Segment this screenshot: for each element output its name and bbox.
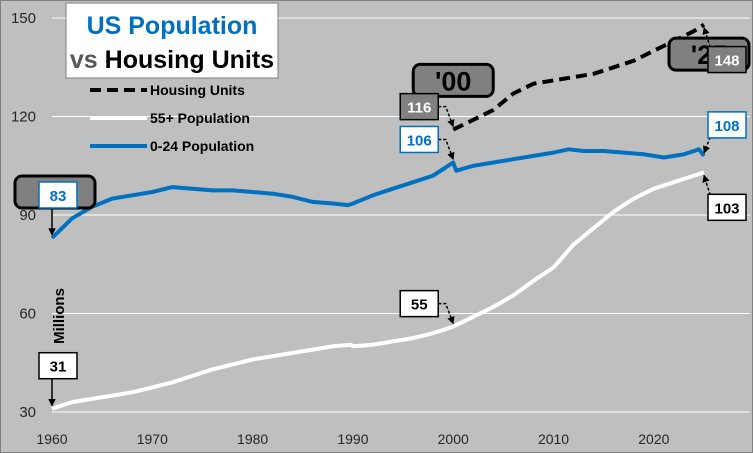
x-tick-label: 1980 (237, 431, 268, 447)
series-line-pop55 (51, 170, 705, 411)
x-tick-label: 2020 (638, 431, 669, 447)
y-tick-label: 150 (11, 10, 36, 27)
legend-label-pop024: 0-24 Population (150, 138, 254, 154)
callout-label: 103 (714, 200, 739, 217)
x-tick-label: 1960 (36, 431, 67, 447)
x-tick-label: 1990 (337, 431, 368, 447)
callout-arrow (438, 105, 455, 128)
y-tick-label: 90 (19, 207, 36, 224)
callout-label: 108 (714, 118, 739, 135)
subtitle-housing: Housing Units (105, 46, 274, 74)
y-tick-label: 30 (19, 404, 36, 421)
legend-label-housing: Housing Units (150, 82, 245, 98)
title-box (65, 2, 279, 79)
callout-box (707, 193, 747, 222)
callout-label: 148 (714, 53, 739, 70)
chart-subtitle: vs Housing Units (70, 46, 274, 74)
callout-box (399, 125, 439, 154)
subtitle-vs: vs (70, 46, 105, 74)
callout-label: 116 (407, 100, 431, 117)
callout-label: 31 (50, 359, 67, 376)
callout-box (38, 181, 78, 209)
series-line-pop024 (50, 147, 706, 240)
y-axis-label: Millions (51, 288, 68, 344)
series-line-housing (452, 22, 706, 132)
x-tick-label: 1970 (137, 431, 168, 447)
callout-box (399, 289, 439, 318)
callout-label: 106 (407, 132, 432, 149)
callout-arrow (703, 137, 716, 154)
chart-title: US Population (87, 12, 258, 40)
x-tick-label: 2000 (438, 431, 469, 447)
callout-box (707, 111, 747, 139)
y-tick-label: 120 (11, 109, 36, 126)
callout-label: 55 (411, 297, 428, 314)
legend-label-pop55: 55+ Population (150, 110, 250, 126)
callout-box (399, 92, 439, 121)
callout-arrow (702, 174, 716, 196)
y-tick-label: 60 (19, 306, 36, 323)
callout-label: 83 (50, 188, 67, 205)
callout-arrow (438, 138, 455, 161)
x-tick-label: 2010 (538, 431, 569, 447)
year-label: '00 (435, 66, 471, 96)
callout-box (38, 351, 78, 380)
year-label-box (411, 62, 495, 98)
callout-arrow (438, 302, 455, 325)
callout-box (707, 45, 747, 74)
